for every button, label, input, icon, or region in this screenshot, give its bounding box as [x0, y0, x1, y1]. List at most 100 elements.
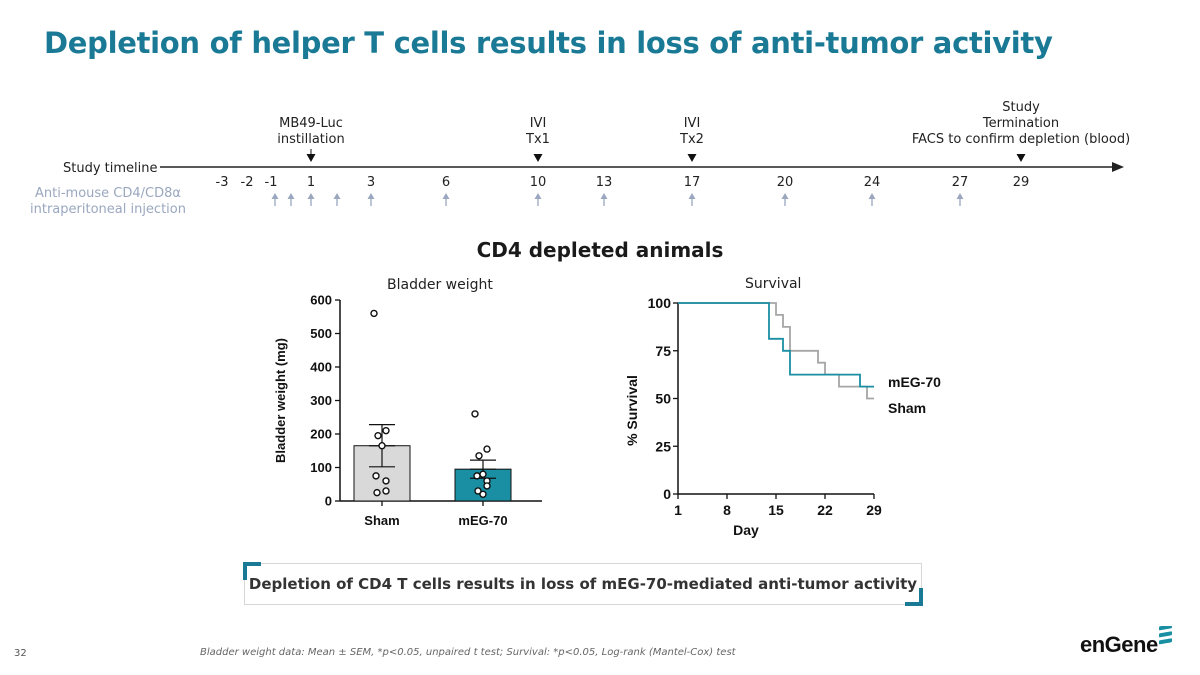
callout-box: Depletion of CD4 T cells results in loss… [243, 562, 923, 606]
injection-arrowhead-icon [367, 193, 375, 199]
injection-label-line1: Anti-mouse CD4/CD8α [35, 186, 181, 201]
bar-y-tick-label: 0 [325, 494, 332, 509]
bar-y-tick-label: 500 [310, 326, 332, 341]
timeline-event-label: IVI [683, 116, 701, 131]
surv-y-axis-label: % Survival [624, 375, 640, 446]
surv-y-tick-label: 0 [663, 486, 671, 502]
survival-series-line [678, 302, 874, 388]
injection-arrowhead-icon [868, 193, 876, 199]
event-arrow-icon [1016, 154, 1026, 162]
timeline-day-label: 6 [441, 175, 451, 190]
data-point [479, 470, 487, 478]
timeline-day-label: 1 [306, 175, 316, 190]
injection-arrowhead-icon [781, 193, 789, 199]
injection-arrowhead-icon [287, 193, 295, 199]
logo-mark-icon [1159, 626, 1172, 645]
surv-x-tick-label: 8 [723, 502, 731, 518]
data-point [382, 426, 390, 435]
bar-chart-title: Bladder weight [387, 277, 493, 293]
injection-arrowhead-icon [271, 193, 279, 199]
bladder-weight-chart: 0 100 200 300 400 500 600 Bladder weight (mg) Sh… [273, 293, 542, 528]
timeline-day-label: -3 [215, 175, 229, 190]
surv-y-tick-label: 100 [648, 295, 672, 311]
survival-chart-title: Survival [745, 276, 802, 292]
timeline-axis-arrowhead-icon [1112, 162, 1124, 172]
data-point [475, 452, 483, 460]
surv-y-tick-label: 50 [655, 391, 671, 407]
data-point [374, 431, 382, 440]
surv-x-tick-label: 22 [817, 502, 833, 518]
injection-arrowhead-icon [688, 193, 696, 199]
study-timeline [160, 149, 1124, 206]
callout-corner-bottom-right [905, 588, 923, 606]
data-point [372, 472, 380, 480]
timeline-day-label: -1 [264, 175, 278, 190]
surv-y-tick-label: 75 [655, 343, 671, 359]
timeline-day-label: 20 [776, 175, 794, 190]
timeline-event-label: Tx1 [526, 132, 550, 147]
callout-corner-top-left [243, 562, 261, 580]
bar-y-tick-label: 600 [310, 293, 332, 308]
study-timeline-label: Study timeline [63, 161, 158, 176]
bar-y-tick-label: 100 [310, 460, 332, 475]
data-point [483, 482, 491, 490]
data-point [373, 488, 381, 497]
timeline-day-label: 27 [951, 175, 969, 190]
surv-y-tick-label: 25 [655, 438, 671, 454]
series-label: Sham [888, 400, 926, 416]
data-point [382, 477, 390, 485]
bar-y-tick-label: 300 [310, 393, 332, 408]
slide-title: Depletion of helper T cells results in l… [44, 26, 1053, 60]
timeline-event-label: FACS to confirm depletion (blood) [911, 132, 1131, 147]
engene-logo: enGene [1080, 626, 1172, 658]
event-arrow-icon [306, 154, 316, 162]
data-point [378, 442, 386, 450]
timeline-day-label: 3 [366, 175, 376, 190]
timeline-event-label: instillation [277, 132, 345, 147]
timeline-day-label: -2 [240, 175, 254, 190]
bar-category-label: mEG-70 [458, 513, 507, 528]
timeline-event-label: MB49-Luc [279, 116, 343, 131]
timeline-event-label: Study [1002, 100, 1040, 115]
timeline-event-label: Termination [982, 116, 1060, 131]
logo-text: enGene [1080, 632, 1158, 657]
timeline-day-label: 29 [1012, 175, 1030, 190]
data-point [474, 487, 482, 495]
timeline-event-label: Tx2 [680, 132, 704, 147]
timeline-day-label: 13 [595, 175, 613, 190]
bar-y-axis-label: Bladder weight (mg) [273, 338, 288, 463]
series-label: mEG-70 [888, 374, 941, 390]
timeline-day-label: 24 [863, 175, 881, 190]
data-point [473, 472, 481, 480]
event-arrow-icon [533, 154, 543, 162]
injection-arrowhead-icon [307, 193, 315, 199]
surv-x-axis-label: Day [733, 522, 759, 538]
injection-arrowhead-icon [442, 193, 450, 199]
timeline-event-label: IVI [529, 116, 547, 131]
injection-label: Anti-mouse CD4/CD8α intraperitoneal inje… [30, 186, 186, 218]
data-point [370, 309, 378, 318]
surv-x-tick-label: 1 [674, 502, 682, 518]
section-title: CD4 depleted animals [476, 238, 724, 262]
footnote: Bladder weight data: Mean ± SEM, *p<0.05… [200, 647, 736, 658]
page-number: 32 [14, 648, 27, 659]
timeline-day-label: 17 [683, 175, 701, 190]
data-point [483, 445, 491, 453]
injection-label-line2: intraperitoneal injection [30, 202, 186, 217]
data-point [479, 490, 487, 499]
injection-arrowhead-icon [333, 193, 341, 199]
data-point [382, 487, 390, 495]
data-point [471, 410, 479, 418]
injection-arrowhead-icon [600, 193, 608, 199]
survival-chart: 0 25 50 75 100 1 8 15 22 29 Day % Survival mEG-70 Sha… [624, 295, 941, 538]
bar-category-label: Sham [364, 513, 399, 528]
bar-y-tick-label: 200 [310, 427, 332, 442]
surv-x-tick-label: 15 [768, 502, 784, 518]
callout-text: Depletion of CD4 T cells results in loss… [248, 575, 918, 593]
surv-x-tick-label: 29 [866, 502, 882, 518]
injection-arrowhead-icon [534, 193, 542, 199]
event-arrow-icon [687, 154, 697, 162]
timeline-day-label: 10 [529, 175, 547, 190]
survival-series-line [678, 302, 874, 400]
injection-arrowhead-icon [956, 193, 964, 199]
